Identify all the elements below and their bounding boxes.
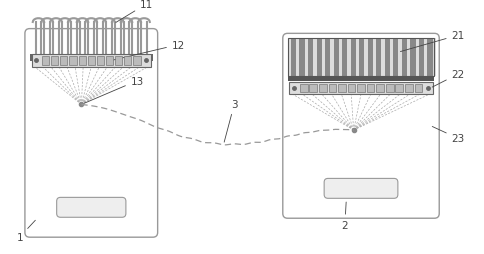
- Bar: [304, 39, 307, 77]
- Bar: [385, 84, 393, 93]
- Bar: [338, 39, 341, 77]
- Bar: [60, 57, 67, 65]
- Bar: [355, 39, 359, 77]
- Bar: [414, 84, 421, 93]
- Bar: [78, 57, 86, 65]
- FancyBboxPatch shape: [323, 179, 397, 199]
- Bar: [88, 57, 95, 65]
- Text: 12: 12: [112, 40, 185, 61]
- Bar: [363, 39, 367, 77]
- Bar: [415, 39, 418, 77]
- Text: 1: 1: [16, 220, 35, 242]
- Bar: [30, 55, 152, 62]
- Bar: [133, 57, 140, 65]
- Text: 23: 23: [431, 127, 464, 144]
- Bar: [69, 57, 76, 65]
- Bar: [318, 84, 326, 93]
- Text: 11: 11: [116, 0, 153, 23]
- Bar: [289, 82, 432, 95]
- Bar: [115, 57, 122, 65]
- Bar: [124, 57, 131, 65]
- Bar: [287, 39, 434, 77]
- Bar: [337, 84, 345, 93]
- Bar: [398, 39, 401, 77]
- Bar: [309, 84, 317, 93]
- Bar: [347, 84, 355, 93]
- Text: 13: 13: [84, 76, 144, 104]
- Bar: [394, 84, 402, 93]
- Bar: [406, 39, 409, 77]
- Bar: [97, 57, 104, 65]
- Text: 21: 21: [400, 31, 464, 52]
- Bar: [42, 57, 49, 65]
- Bar: [321, 39, 324, 77]
- Bar: [31, 55, 151, 67]
- Bar: [376, 84, 383, 93]
- Bar: [299, 84, 307, 93]
- Bar: [432, 39, 435, 77]
- Bar: [423, 39, 426, 77]
- Bar: [51, 57, 58, 65]
- Bar: [347, 39, 350, 77]
- Bar: [106, 57, 113, 65]
- Bar: [372, 39, 376, 77]
- Bar: [313, 39, 316, 77]
- Bar: [356, 84, 364, 93]
- FancyBboxPatch shape: [25, 29, 157, 237]
- Text: 2: 2: [341, 202, 348, 230]
- Bar: [287, 39, 434, 77]
- Bar: [287, 39, 290, 77]
- Bar: [366, 84, 374, 93]
- FancyBboxPatch shape: [57, 198, 126, 217]
- FancyBboxPatch shape: [282, 34, 439, 218]
- Text: 3: 3: [224, 100, 237, 142]
- Bar: [389, 39, 393, 77]
- Bar: [295, 39, 299, 77]
- Bar: [287, 77, 434, 82]
- Bar: [328, 84, 335, 93]
- Bar: [380, 39, 384, 77]
- Text: 22: 22: [431, 70, 464, 88]
- Bar: [404, 84, 412, 93]
- Bar: [330, 39, 333, 77]
